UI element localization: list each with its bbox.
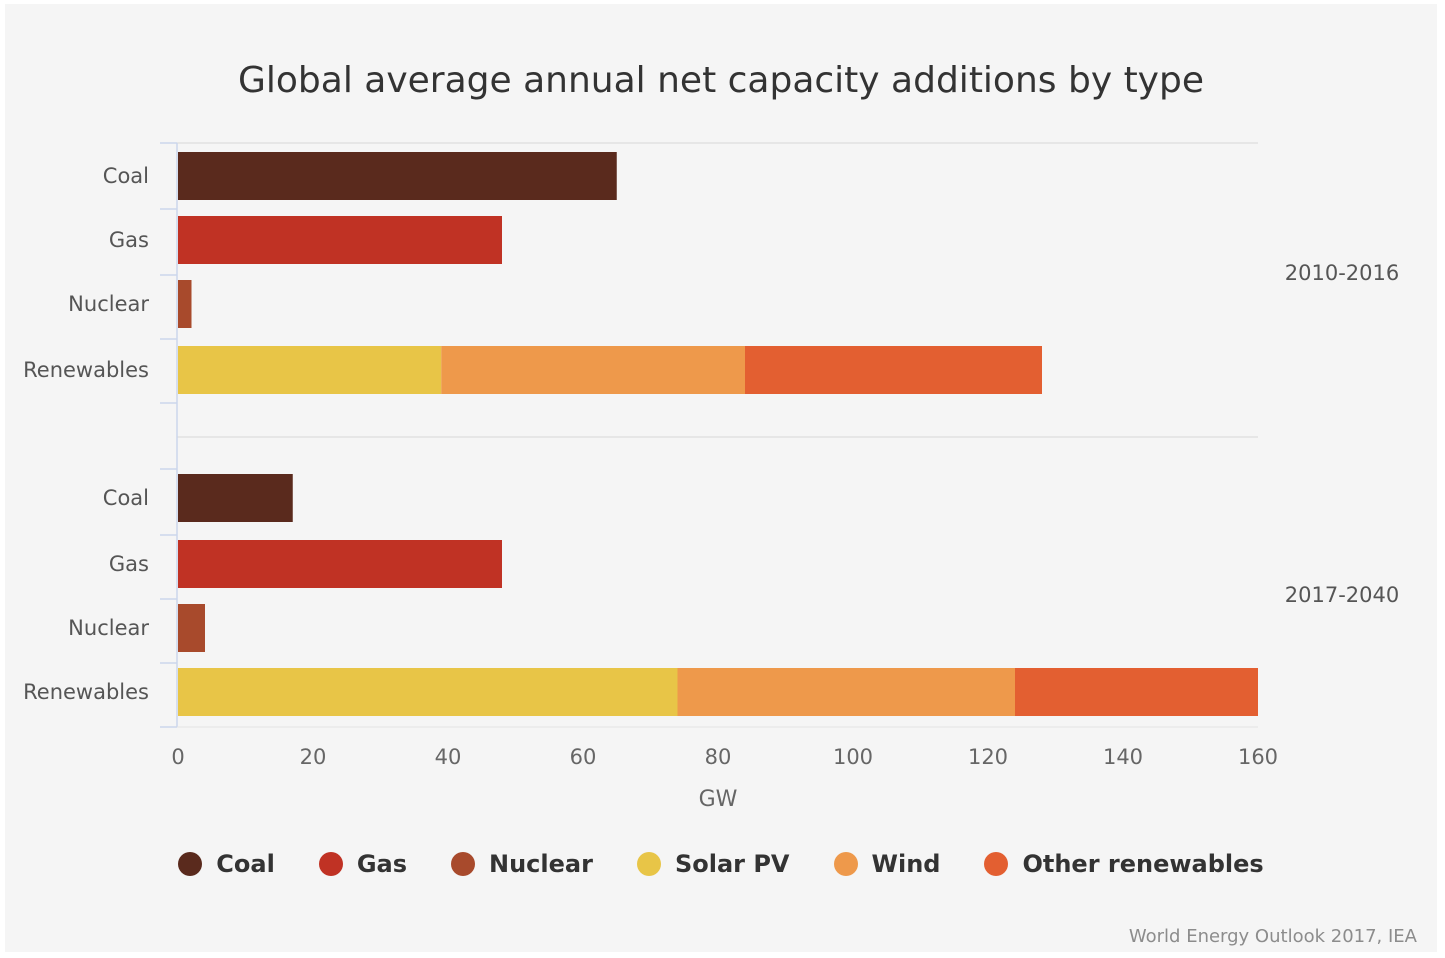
category-label-renewables: Renewables bbox=[23, 680, 149, 704]
legend-marker-other-renewables bbox=[984, 852, 1009, 876]
legend-marker-coal bbox=[178, 852, 203, 876]
legend-item-coal[interactable]: Coal bbox=[178, 850, 275, 878]
x-tick-label: 20 bbox=[300, 745, 327, 769]
legend-label-solar-pv: Solar PV bbox=[674, 850, 790, 878]
legend-label-other-renewables: Other renewables bbox=[1022, 850, 1264, 878]
legend-marker-solar-pv bbox=[636, 852, 661, 876]
category-label-gas: Gas bbox=[109, 552, 149, 576]
x-tick-label: 120 bbox=[968, 745, 1008, 769]
source-credit: World Energy Outlook 2017, IEA bbox=[1128, 926, 1417, 947]
legend-item-nuclear[interactable]: Nuclear bbox=[451, 850, 593, 878]
bar-2017-2040-coal-coal[interactable] bbox=[178, 474, 293, 522]
legend-marker-wind bbox=[833, 852, 858, 876]
x-tick-label: 100 bbox=[833, 745, 873, 769]
bar-chart: Coal Gas Nuclear Renewables 2010-2016 Coal Gas… bbox=[23, 142, 1399, 812]
legend-label-nuclear: Nuclear bbox=[489, 850, 593, 878]
bar-2010-2016-nuclear-nuclear[interactable] bbox=[178, 280, 192, 328]
x-axis-title: GW bbox=[699, 787, 738, 812]
legend-marker-gas bbox=[318, 852, 343, 876]
legend-label-wind: Wind bbox=[871, 850, 941, 878]
legend-label-coal: Coal bbox=[216, 850, 275, 878]
x-tick-label: 60 bbox=[570, 745, 597, 769]
chart-legend: Coal Gas Nuclear Solar PV Wind Other ren… bbox=[5, 850, 1437, 878]
period-label-2010-2016: 2010-2016 bbox=[1285, 261, 1399, 285]
bar-2010-2016-gas-gas[interactable] bbox=[178, 216, 502, 264]
category-label-gas: Gas bbox=[109, 228, 149, 252]
x-tick-label: 160 bbox=[1238, 745, 1278, 769]
x-tick-label: 40 bbox=[435, 745, 462, 769]
x-tick-label: 0 bbox=[171, 745, 184, 769]
category-label-coal: Coal bbox=[103, 486, 149, 510]
x-tick-label: 80 bbox=[705, 745, 732, 769]
legend-label-gas: Gas bbox=[356, 850, 407, 878]
bar-2010-2016-renewables-wind[interactable] bbox=[441, 346, 745, 394]
category-label-renewables: Renewables bbox=[23, 358, 149, 382]
bar-2017-2040-renewables-other-renewables[interactable] bbox=[1015, 668, 1258, 716]
legend-item-gas[interactable]: Gas bbox=[318, 850, 407, 878]
x-tick-label: 140 bbox=[1103, 745, 1143, 769]
chart-title: Global average annual net capacity addit… bbox=[237, 60, 1204, 101]
legend-item-solar-pv[interactable]: Solar PV bbox=[636, 850, 790, 878]
category-label-nuclear: Nuclear bbox=[68, 616, 149, 640]
period-label-2017-2040: 2017-2040 bbox=[1285, 583, 1399, 607]
bar-2010-2016-renewables-solar-pv[interactable] bbox=[178, 346, 442, 394]
legend-marker-nuclear bbox=[451, 852, 475, 876]
bar-2010-2016-coal-coal[interactable] bbox=[178, 152, 617, 200]
bar-2017-2040-nuclear-nuclear[interactable] bbox=[178, 604, 205, 652]
bar-2017-2040-renewables-solar-pv[interactable] bbox=[178, 668, 678, 716]
legend-item-other-renewables[interactable]: Other renewables bbox=[984, 850, 1264, 878]
legend-item-wind[interactable]: Wind bbox=[833, 850, 941, 878]
category-label-nuclear: Nuclear bbox=[68, 292, 149, 316]
bar-2017-2040-renewables-wind[interactable] bbox=[677, 668, 1016, 716]
bar-2010-2016-renewables-other-renewables[interactable] bbox=[745, 346, 1042, 394]
category-label-coal: Coal bbox=[103, 164, 149, 188]
chart-panel: Global average annual net capacity addit… bbox=[5, 4, 1437, 952]
bar-2017-2040-gas-gas[interactable] bbox=[178, 540, 502, 588]
